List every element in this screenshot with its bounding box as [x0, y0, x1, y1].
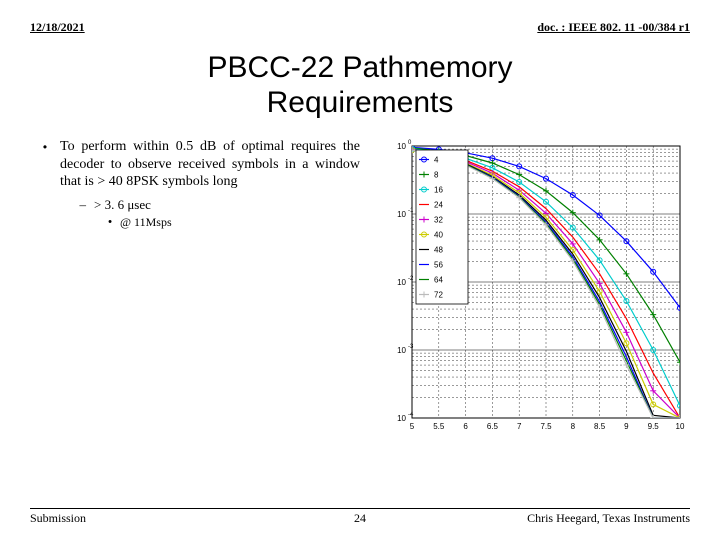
slide-title: PBCC-22 Pathmemory Requirements [30, 51, 690, 120]
sub-bullet-marker: – [30, 197, 94, 213]
svg-text:-4: -4 [408, 412, 414, 418]
bullet-text: To perform within 0.5 dB of optimal requ… [60, 138, 360, 191]
svg-text:5.5: 5.5 [433, 422, 445, 431]
svg-text:10: 10 [397, 210, 406, 219]
svg-text:32: 32 [434, 216, 443, 225]
svg-text:9: 9 [624, 422, 629, 431]
svg-text:9.5: 9.5 [648, 422, 660, 431]
sub-bullet-item: – > 3. 6 μsec [30, 197, 360, 213]
svg-text:72: 72 [434, 291, 443, 300]
subsub-bullet-item: • @ 11Msps [30, 215, 360, 229]
svg-text:-1: -1 [408, 208, 414, 214]
footer-page-number: 24 [30, 511, 690, 526]
header: 12/18/2021 doc. : IEEE 802. 11 -00/384 r… [30, 20, 690, 35]
text-column: • To perform within 0.5 dB of optimal re… [30, 138, 360, 438]
svg-text:40: 40 [434, 231, 443, 240]
svg-text:5: 5 [410, 422, 415, 431]
svg-text:4: 4 [434, 156, 439, 165]
title-line-1: PBCC-22 Pathmemory [207, 51, 512, 84]
svg-text:10: 10 [397, 346, 406, 355]
svg-text:6: 6 [463, 422, 468, 431]
svg-text:24: 24 [434, 201, 443, 210]
svg-text:10: 10 [397, 278, 406, 287]
svg-text:16: 16 [434, 186, 443, 195]
svg-text:7.5: 7.5 [540, 422, 552, 431]
svg-text:56: 56 [434, 261, 443, 270]
svg-text:10: 10 [397, 414, 406, 423]
svg-text:48: 48 [434, 246, 443, 255]
svg-text:0: 0 [408, 140, 412, 146]
header-date: 12/18/2021 [30, 20, 85, 35]
svg-text:10: 10 [676, 422, 685, 431]
ber-curves-chart: 10010-110-210-310-455.566.577.588.599.51… [370, 138, 690, 438]
title-line-2: Requirements [267, 86, 454, 119]
svg-text:7: 7 [517, 422, 522, 431]
svg-text:6.5: 6.5 [487, 422, 499, 431]
bullet-item: • To perform within 0.5 dB of optimal re… [30, 138, 360, 191]
svg-text:8: 8 [571, 422, 576, 431]
header-doc: doc. : IEEE 802. 11 -00/384 r1 [537, 20, 690, 35]
content-row: • To perform within 0.5 dB of optimal re… [30, 138, 690, 438]
svg-text:-3: -3 [408, 344, 414, 350]
svg-text:-2: -2 [408, 276, 414, 282]
subsub-bullet-text: @ 11Msps [120, 215, 172, 229]
svg-text:10: 10 [397, 142, 406, 151]
bullet-marker: • [30, 138, 60, 191]
slide-page: 12/18/2021 doc. : IEEE 802. 11 -00/384 r… [0, 0, 720, 540]
svg-text:8: 8 [434, 171, 439, 180]
footer: Submission 24 Chris Heegard, Texas Instr… [30, 508, 690, 526]
chart-column: 10010-110-210-310-455.566.577.588.599.51… [370, 138, 690, 438]
subsub-bullet-marker: • [30, 215, 120, 229]
svg-text:8.5: 8.5 [594, 422, 606, 431]
svg-text:64: 64 [434, 276, 443, 285]
sub-bullet-text: > 3. 6 μsec [94, 197, 151, 213]
